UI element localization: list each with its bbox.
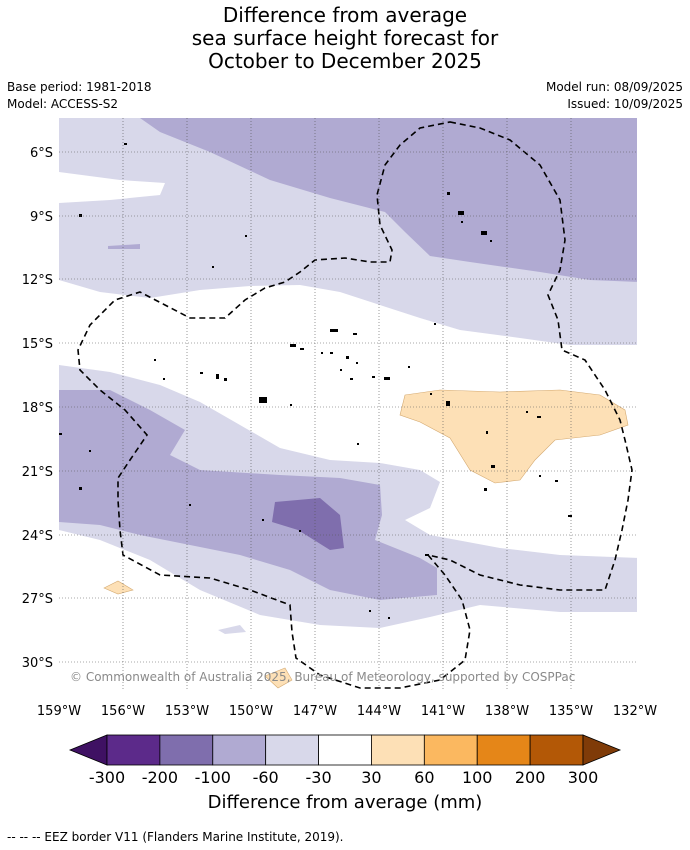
lat-label: 21°S <box>22 465 53 480</box>
colorbar-tick-label: 30 <box>361 768 381 787</box>
lat-label: 9°S <box>30 210 53 225</box>
lon-label: 150°W <box>229 704 273 719</box>
meta-left: Base period: 1981-2018 Model: ACCESS-S2 <box>7 79 152 113</box>
model-name: Model: ACCESS-S2 <box>7 97 119 111</box>
lon-label: 144°W <box>357 704 401 719</box>
colorbar-swatch <box>476 734 531 766</box>
lon-axis-labels: 159°W 156°W 153°W 150°W 147°W 144°W 141°… <box>37 704 657 719</box>
anomaly-spot-pos30-west <box>103 580 134 595</box>
anomaly-spot-pos30-south <box>264 667 293 689</box>
island-markers <box>59 143 572 619</box>
colorbar-swatch <box>529 734 584 766</box>
small-feature-north <box>108 244 140 249</box>
lat-label: 18°S <box>22 401 53 416</box>
colorbar-extend-low <box>68 734 108 766</box>
lat-axis-labels: 6°S 9°S 12°S 15°S 18°S 21°S 24°S 27°S 30… <box>22 146 53 671</box>
lon-label: 132°W <box>613 704 657 719</box>
eez-legend: -- -- -- EEZ border V11 (Flanders Marine… <box>7 830 344 844</box>
anomaly-spot-neg30-south <box>218 625 246 634</box>
colorbar-extend-high <box>582 734 622 766</box>
eez-border <box>77 121 633 689</box>
colorbar-tick-label: 100 <box>462 768 493 787</box>
colorbar-swatch <box>318 734 372 766</box>
lon-label: 159°W <box>37 704 81 719</box>
lon-label: 138°W <box>485 704 529 719</box>
colorbar-tick-label: -30 <box>305 768 331 787</box>
map-canvas: © Commonwealth of Australia 2025, Bureau… <box>59 118 637 690</box>
lon-label: 153°W <box>165 704 209 719</box>
colorbar-swatch <box>212 734 267 766</box>
anomaly-region-neg100-core <box>272 498 344 550</box>
white-notch-north <box>59 172 165 203</box>
lat-label: 24°S <box>22 529 53 544</box>
colorbar-tick-label: 200 <box>515 768 546 787</box>
base-period: Base period: 1981-2018 <box>7 80 152 94</box>
colorbar-tick-label: 60 <box>414 768 434 787</box>
gridlines <box>59 118 637 690</box>
colorbar-tick-label: 300 <box>568 768 599 787</box>
colorbar: -300 -200 -100 -60 -30 30 60 100 200 300 <box>68 734 622 787</box>
colorbar-swatch <box>265 734 319 766</box>
lat-label: 6°S <box>30 146 53 161</box>
anomaly-region-pos30-east <box>399 389 629 484</box>
lat-label: 30°S <box>22 656 53 671</box>
colorbar-title: Difference from average (mm) <box>207 792 483 813</box>
lat-label: 12°S <box>22 273 53 288</box>
title-line-2: sea surface height forecast for <box>191 26 499 50</box>
colorbar-tick-label: -100 <box>195 768 231 787</box>
meta-right: Model run: 08/09/2025 Issued: 10/09/2025 <box>546 79 683 113</box>
colorbar-tick-label: -200 <box>142 768 178 787</box>
issued-date: Issued: 10/09/2025 <box>567 97 683 111</box>
anomaly-region-neg60-west <box>59 425 95 480</box>
model-run: Model run: 08/09/2025 <box>545 80 683 94</box>
colorbar-swatch <box>423 734 478 766</box>
colorbar-tick-label: -60 <box>253 768 279 787</box>
colorbar-tick-label: -300 <box>89 768 125 787</box>
lon-label: 141°W <box>421 704 465 719</box>
anomaly-spot-pos30-southeast <box>430 689 433 690</box>
title-line-3: October to December 2025 <box>208 49 482 73</box>
lat-label: 15°S <box>22 337 53 352</box>
lon-label: 147°W <box>293 704 337 719</box>
lat-label: 27°S <box>22 592 53 607</box>
colorbar-swatch <box>106 734 161 766</box>
colorbar-swatch <box>159 734 214 766</box>
lon-label: 135°W <box>549 704 593 719</box>
title-line-1: Difference from average <box>222 3 468 27</box>
colorbar-swatch <box>371 734 425 766</box>
map-title: Difference from average sea surface heig… <box>0 4 690 73</box>
copyright-text: © Commonwealth of Australia 2025, Bureau… <box>70 670 575 684</box>
anomaly-region-neg60-northeast <box>140 118 637 282</box>
lon-label: 156°W <box>101 704 145 719</box>
